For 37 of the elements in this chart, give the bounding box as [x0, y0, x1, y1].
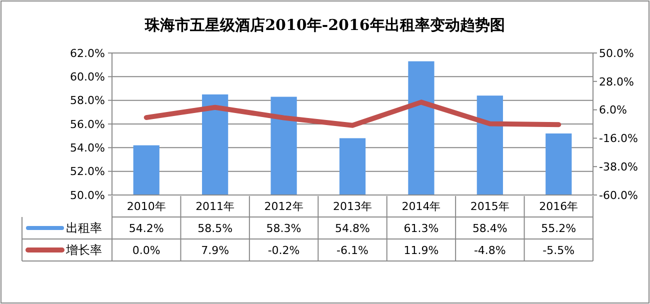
x-tick-label: 2013年	[333, 200, 372, 213]
y2-tick-label: 28.0%	[599, 75, 634, 88]
y-tick-label: 60.0%	[70, 70, 105, 84]
data-label: 61.3%	[404, 222, 439, 235]
x-tick-label: 2015年	[470, 200, 510, 213]
x-tick-label: 2016年	[539, 200, 578, 213]
x-tick-label: 2010年	[126, 200, 166, 213]
x-tick-label: 2011年	[196, 200, 235, 213]
y2-tick-label: 6.0%	[599, 104, 627, 117]
y-tick-label: 50.0%	[70, 188, 105, 202]
data-label: 58.5%	[198, 222, 233, 235]
y-tick-label: 54.0%	[70, 142, 105, 155]
y-tick-label: 52.0%	[70, 165, 105, 178]
y-tick-label: 62.0%	[70, 46, 105, 60]
data-label: -4.8%	[474, 244, 506, 257]
data-label: -5.5%	[542, 244, 575, 257]
y2-tick-label: -38.0%	[599, 160, 638, 174]
y2-tick-label: 50.0%	[599, 46, 634, 60]
data-label: -0.2%	[268, 244, 300, 257]
data-label: 58.3%	[266, 222, 302, 235]
legend-label: 增长率	[65, 243, 102, 258]
data-label: 55.2%	[541, 222, 576, 235]
y-tick-label: 58.0%	[70, 94, 105, 108]
y2-tick-label: -16.0%	[599, 132, 638, 146]
legend-label: 出租率	[66, 221, 102, 236]
data-label: 54.2%	[128, 222, 164, 235]
chart-title: 珠海市五星级酒店2010年-2016年出租率变动趋势图	[144, 16, 505, 34]
data-label: 54.8%	[335, 222, 370, 235]
y2-tick-label: -60.0%	[599, 188, 638, 202]
data-label: -6.1%	[336, 244, 368, 257]
x-tick-label: 2012年	[264, 200, 304, 213]
data-label: 11.9%	[404, 244, 439, 257]
data-label: 0.0%	[132, 244, 160, 257]
y-tick-label: 56.0%	[70, 118, 105, 131]
data-label: 58.4%	[472, 222, 508, 235]
data-label: 7.9%	[201, 244, 230, 257]
x-tick-label: 2014年	[402, 200, 441, 213]
